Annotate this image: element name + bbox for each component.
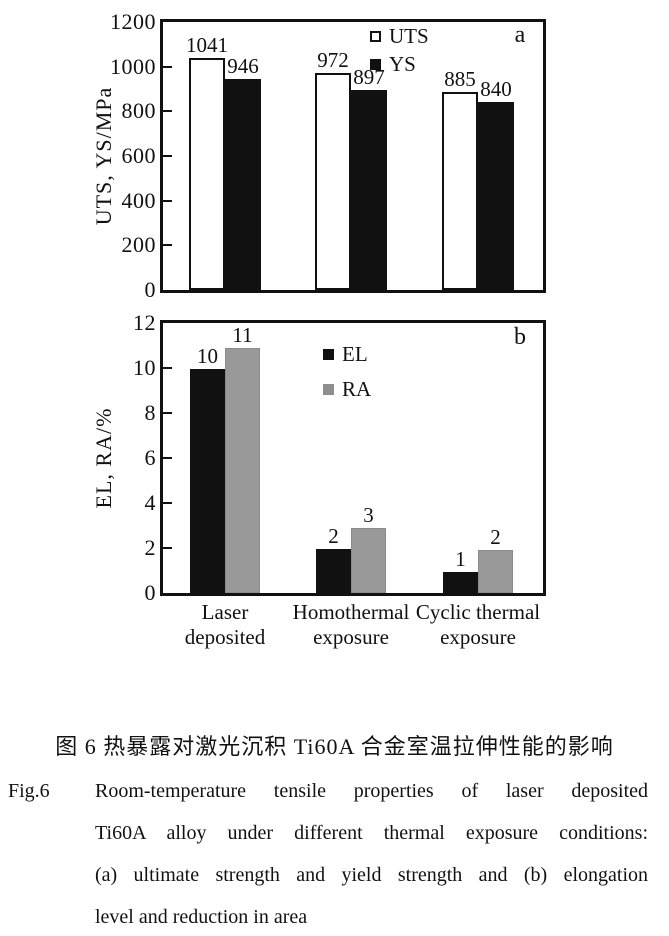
y-tick-mark: [163, 155, 172, 157]
y-tick-label: 200: [121, 232, 156, 258]
bar-el-3: [443, 571, 478, 593]
panel-a-letter: a: [514, 22, 526, 48]
y-tick-label: 1000: [110, 53, 156, 79]
y-tick-mark: [163, 457, 172, 459]
bar-value-label: 11: [232, 322, 253, 347]
legend-label-uts: UTS: [389, 24, 429, 48]
legend-label-ra: RA: [342, 377, 372, 401]
bar-value-label: 2: [328, 524, 339, 549]
y-tick-label: 1200: [110, 9, 156, 34]
bar-ra-3: [478, 550, 513, 593]
uts-swatch-icon: [370, 30, 381, 42]
bar-value-label: 1: [455, 546, 466, 571]
legend-entry-uts: UTS: [370, 25, 429, 47]
caption-chinese: 图 6 热暴露对激光沉积 Ti60A 合金室温拉伸性能的影响: [55, 734, 614, 759]
bar-value-label: 897: [353, 64, 385, 89]
y-tick-label: 10: [133, 355, 156, 380]
bar-value-label: 885: [444, 67, 476, 92]
legend-label-ys: YS: [389, 52, 416, 76]
bar-value-label: 10: [197, 344, 218, 369]
bar-value-label: 946: [227, 53, 259, 78]
y-tick-label: 6: [144, 445, 156, 470]
y-tick-mark: [163, 244, 172, 247]
ra-swatch-icon: [323, 383, 334, 395]
y-tick-mark: [163, 412, 172, 414]
legend-entry-el: EL: [323, 343, 371, 365]
panel-a-legend: UTS YS: [370, 25, 429, 75]
bar-uts-1: [189, 57, 225, 290]
bar-value-label: 1041: [186, 32, 228, 57]
el-swatch-icon: [323, 348, 334, 360]
bar-ys-2: [351, 89, 387, 290]
bar-ra-1: [225, 347, 260, 593]
y-tick-label: 8: [144, 400, 156, 425]
bar-el-2: [316, 549, 351, 593]
legend-entry-ra: RA: [323, 378, 371, 400]
y-tick-mark: [163, 65, 172, 68]
y-tick-mark: [163, 547, 172, 549]
caption-line: (a) ultimate strength and yield strength…: [95, 864, 648, 886]
y-tick-label: 12: [133, 310, 156, 335]
ys-swatch-icon: [370, 58, 381, 70]
y-tick-label: 0: [144, 277, 156, 302]
caption-line: Room-temperature tensile properties of l…: [95, 780, 648, 802]
bar-ys-1: [225, 78, 261, 290]
legend-label-el: EL: [342, 342, 368, 366]
caption-line: Ti60A alloy under different thermal expo…: [95, 822, 648, 844]
y-tick-label: 4: [144, 490, 156, 515]
y-tick-label: 800: [121, 98, 156, 124]
y-tick-mark: [163, 199, 172, 202]
bar-value-label: 2: [490, 525, 501, 550]
bar-value-label: 840: [480, 77, 512, 102]
y-tick-mark: [163, 367, 172, 369]
bar-uts-2: [315, 72, 351, 290]
category-label: Cyclic thermal exposure: [415, 600, 541, 649]
y-tick-label: 400: [121, 187, 156, 213]
y-tick-mark: [163, 502, 172, 504]
bar-value-label: 3: [363, 502, 374, 527]
bar-value-label: 972: [317, 47, 349, 72]
category-label: Laser deposited: [184, 600, 266, 649]
y-tick-label: 2: [144, 535, 156, 560]
bar-el-1: [190, 369, 225, 593]
y-tick-label: 600: [121, 143, 156, 168]
bar-uts-3: [442, 92, 478, 290]
bar-ys-3: [478, 102, 514, 290]
bar-ra-2: [351, 527, 386, 593]
category-label: Homothermal exposure: [292, 600, 410, 649]
y-tick-mark: [163, 110, 172, 113]
panel-b-legend: EL RA: [323, 343, 371, 400]
legend-entry-ys: YS: [370, 53, 429, 75]
caption-fig-label: Fig.6: [8, 780, 50, 802]
panel-b-letter: b: [514, 324, 526, 350]
caption-english-body: Room-temperature tensile properties of l…: [95, 770, 648, 936]
y-tick-label: 0: [144, 580, 156, 605]
caption-line: level and reduction in area: [95, 906, 308, 928]
